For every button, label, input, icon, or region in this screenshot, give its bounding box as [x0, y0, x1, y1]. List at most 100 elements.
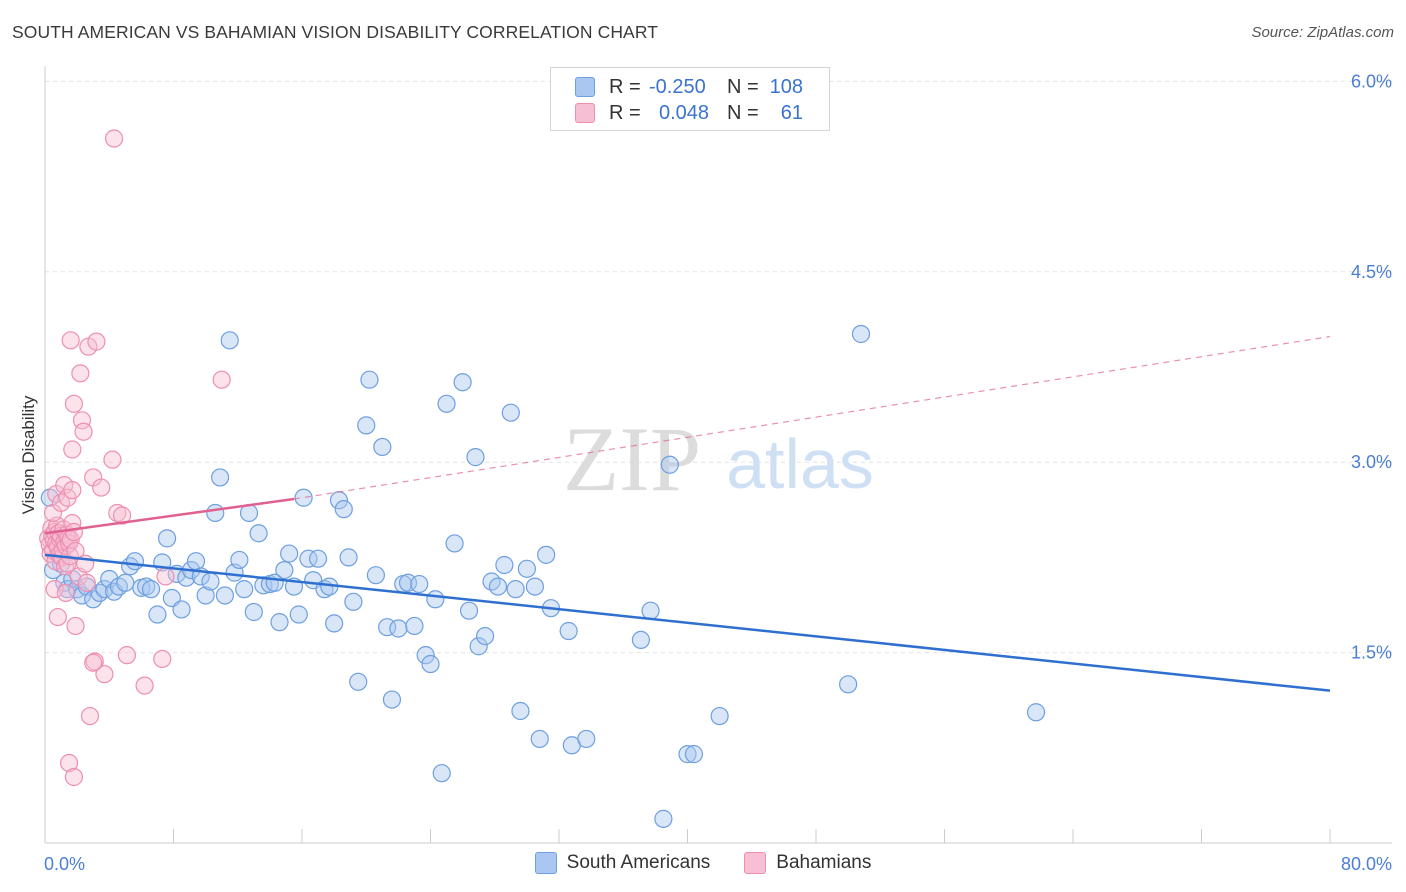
south-americans-point — [280, 544, 299, 563]
series-legend-bahamians: Bahamians — [744, 852, 871, 874]
south-americans-point — [537, 545, 556, 564]
south-americans-point — [230, 550, 249, 570]
south-americans-point — [349, 672, 368, 691]
south-americans-point — [201, 572, 220, 591]
south-americans-point — [631, 630, 651, 650]
south-americans-point — [206, 503, 225, 523]
series-label-south-americans: South Americans — [566, 852, 711, 873]
bahamians-point — [45, 580, 64, 599]
south-americans-point — [357, 416, 376, 435]
south-americans-point — [410, 574, 429, 594]
bahamians-point — [64, 522, 84, 542]
south-americans-point — [710, 706, 729, 726]
x-tick-min: 0.0% — [44, 854, 85, 874]
series-legend-south-americans: South Americans — [534, 852, 711, 874]
south-americans-point — [249, 524, 268, 543]
legend-swatch-pink — [575, 103, 595, 123]
bahamians-point — [61, 331, 80, 350]
bahamians-point — [92, 478, 111, 497]
bahamians-point — [64, 767, 84, 787]
trend-lines — [44, 335, 1331, 692]
south-americans-point — [172, 600, 191, 619]
south-americans-point — [344, 592, 363, 611]
bahamians-point — [74, 422, 93, 441]
south-americans-point — [416, 646, 435, 665]
bahamians-point — [112, 506, 132, 525]
legend-row-south-americans: R = -0.250 N = 108 — [575, 75, 803, 99]
south-americans-point — [839, 675, 858, 694]
south-americans-point — [389, 619, 408, 638]
south-americans-point — [270, 613, 289, 632]
y-tick-label: 4.5% — [1351, 262, 1392, 282]
bahamians-point — [95, 665, 114, 684]
legend-n-value: 61 — [780, 101, 803, 124]
south-americans-point — [1026, 703, 1046, 722]
south-americans-point — [148, 605, 167, 624]
south-americans-point — [577, 729, 596, 749]
south-americans-point — [360, 370, 379, 389]
legend-n-label: N = — [727, 75, 759, 98]
south-americans-point — [125, 552, 145, 571]
south-americans-point — [215, 586, 234, 605]
legend-row-bahamians: R = 0.048 N = 61 — [575, 101, 803, 125]
x-tick-max: 80.0% — [1341, 854, 1392, 874]
south-americans-point — [851, 324, 871, 344]
bahamians-point — [63, 481, 82, 500]
legend-r-label: R = — [609, 101, 641, 124]
bahamians-point — [77, 573, 96, 592]
south-americans-point — [299, 549, 318, 568]
bahamians-point — [56, 583, 75, 603]
legend-swatch-blue — [575, 77, 595, 97]
y-tick-label: 3.0% — [1351, 452, 1392, 472]
south-americans-point — [525, 577, 545, 596]
south-americans-point — [530, 729, 549, 749]
south-americans-point — [116, 573, 135, 592]
chart-source: Source: ZipAtlas.com — [1251, 24, 1394, 41]
south-americans-point — [459, 601, 479, 620]
south-americans-point — [421, 654, 440, 674]
south-americans-point — [426, 590, 445, 609]
bahamians-point — [87, 332, 106, 351]
bahamians-point — [48, 607, 67, 627]
south-americans-point — [405, 616, 424, 636]
south-americans-point — [196, 586, 215, 605]
south-americans-point — [654, 809, 673, 828]
south-americans-point — [511, 701, 530, 721]
south-americans-point — [137, 577, 156, 596]
south-americans-point — [339, 548, 358, 567]
south-americans-point — [382, 690, 402, 709]
south-americans-point — [210, 468, 230, 487]
series-label-bahamians: Bahamians — [776, 852, 872, 873]
watermark: ZIP atlas — [563, 408, 874, 510]
south-americans-trend-line — [44, 553, 1331, 692]
south-americans-point — [660, 455, 679, 474]
south-americans-point — [308, 549, 328, 568]
y-axis-label: Vision Disability — [19, 395, 38, 514]
bahamians-point — [117, 646, 137, 665]
south-americans-point — [495, 555, 514, 575]
south-americans-point — [466, 448, 485, 467]
bahamians-point — [153, 649, 172, 669]
bahamians-point — [71, 364, 90, 383]
legend-n-value: 108 — [769, 75, 803, 98]
south-americans-point — [684, 745, 704, 764]
legend-r-label: R = — [609, 75, 641, 98]
bahamians-point — [72, 411, 92, 430]
south-americans-point — [325, 614, 344, 633]
watermark-atlas: atlas — [726, 425, 874, 503]
bahamians-point — [156, 567, 175, 586]
axes — [44, 66, 1392, 844]
south-americans-points — [40, 324, 1046, 828]
south-americans-point — [157, 529, 177, 548]
south-americans-point — [453, 373, 472, 392]
bahamians-point — [59, 753, 79, 773]
south-americans-point — [641, 601, 660, 620]
south-americans-point — [476, 626, 495, 646]
south-americans-point — [275, 560, 294, 580]
south-americans-point — [244, 602, 263, 622]
south-americans-point — [121, 557, 140, 576]
south-americans-point — [445, 534, 464, 553]
bahamians-point — [66, 616, 85, 636]
bahamians-point — [108, 503, 127, 523]
